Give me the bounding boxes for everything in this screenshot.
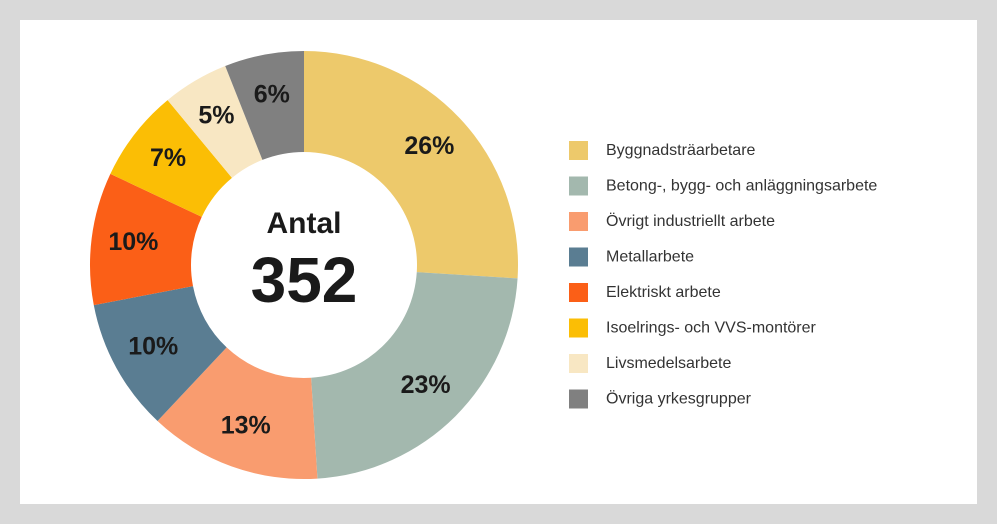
legend-label: Elektriskt arbete bbox=[606, 284, 721, 301]
center-value: 352 bbox=[251, 244, 358, 316]
slice bbox=[311, 272, 518, 479]
legend-swatch bbox=[569, 247, 588, 267]
slice bbox=[304, 51, 518, 279]
legend-label: Övrigt industriellt arbete bbox=[606, 212, 775, 230]
legend-label: Metallarbete bbox=[606, 249, 694, 266]
slice bbox=[157, 347, 318, 480]
value-label: 5% bbox=[198, 102, 234, 130]
legend-swatch bbox=[569, 389, 588, 409]
legend-label: Byggnadsträarbetare bbox=[606, 142, 756, 159]
legend-label: Livsmedelsarbete bbox=[606, 355, 732, 372]
slice bbox=[89, 173, 202, 306]
legend-label: Betong-, bygg- och anläggningsarbete bbox=[606, 178, 877, 195]
slice bbox=[93, 286, 227, 421]
value-label: 26% bbox=[404, 132, 454, 160]
legend-label: Isoelrings- och VVS-montörer bbox=[606, 320, 817, 337]
legend-swatch bbox=[569, 354, 588, 373]
legend-swatch bbox=[569, 318, 588, 338]
legend-swatch bbox=[569, 283, 588, 302]
value-label: 7% bbox=[150, 144, 186, 172]
slice bbox=[167, 66, 263, 178]
value-label: 6% bbox=[254, 81, 290, 109]
value-label: 10% bbox=[128, 332, 178, 360]
slice bbox=[225, 51, 304, 160]
slice bbox=[110, 100, 232, 217]
value-label: 10% bbox=[108, 228, 158, 256]
legend-label: Övriga yrkesgrupper bbox=[606, 390, 752, 408]
legend-swatch bbox=[569, 141, 588, 160]
center-label: Antal bbox=[267, 207, 342, 240]
value-label: 23% bbox=[401, 371, 451, 399]
value-label: 13% bbox=[221, 411, 271, 439]
legend-swatch bbox=[569, 176, 588, 196]
legend-swatch bbox=[569, 212, 588, 231]
